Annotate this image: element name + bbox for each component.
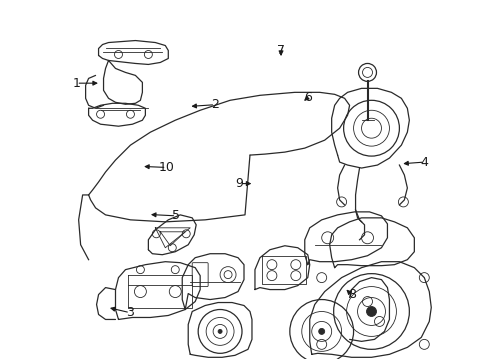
Text: 3: 3 bbox=[126, 306, 134, 319]
Text: 2: 2 bbox=[211, 98, 219, 111]
Text: 8: 8 bbox=[347, 288, 355, 301]
Text: 4: 4 bbox=[420, 156, 428, 168]
Circle shape bbox=[366, 306, 376, 316]
Text: 10: 10 bbox=[158, 161, 174, 174]
Circle shape bbox=[218, 329, 222, 333]
Text: 7: 7 bbox=[277, 44, 285, 57]
Text: 6: 6 bbox=[303, 91, 311, 104]
Text: 9: 9 bbox=[235, 177, 243, 190]
Text: 5: 5 bbox=[172, 210, 180, 222]
Circle shape bbox=[318, 328, 324, 334]
Text: 1: 1 bbox=[72, 77, 80, 90]
